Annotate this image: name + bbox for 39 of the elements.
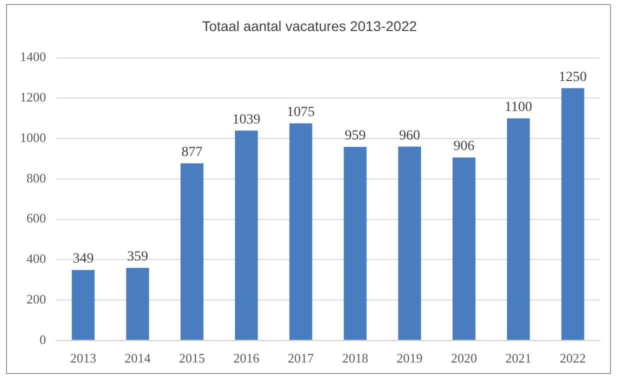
- x-tick-label: 2017: [288, 350, 314, 366]
- y-tick-label: 200: [26, 291, 46, 306]
- y-tick-label: 800: [26, 170, 46, 186]
- bar: [126, 268, 150, 340]
- x-tick-label: 2015: [179, 350, 205, 366]
- x-tick-label: 2014: [124, 350, 152, 366]
- bar: [561, 88, 584, 340]
- data-label: 877: [182, 145, 202, 160]
- x-tick-label: 2018: [342, 350, 368, 366]
- chart-title: Totaal aantal vacatures 2013-2022: [201, 18, 418, 34]
- y-tick-label: 1000: [20, 130, 46, 145]
- bar: [180, 163, 204, 340]
- bar: [452, 158, 476, 340]
- data-label: 359: [127, 250, 148, 265]
- y-tick-label: 0: [40, 332, 46, 347]
- data-label: 959: [344, 128, 366, 144]
- x-tick-label: 2021: [505, 350, 532, 366]
- x-tick-label: 2022: [560, 350, 586, 366]
- data-label: 960: [399, 128, 420, 144]
- x-tick-label: 2020: [451, 350, 477, 366]
- y-tick-label: 1200: [20, 90, 46, 105]
- data-label: 906: [454, 139, 474, 154]
- bar: [344, 146, 367, 340]
- y-tick-label: 600: [26, 210, 46, 226]
- bar: [289, 123, 312, 340]
- data-label: 349: [72, 252, 94, 267]
- x-tick-label: 2019: [396, 350, 423, 366]
- data-label: 1100: [504, 100, 532, 116]
- x-tick-label: 2016: [233, 350, 260, 366]
- bar: [398, 146, 422, 340]
- bar: [234, 130, 258, 340]
- x-tick-label: 2013: [70, 350, 96, 366]
- y-tick-label: 400: [26, 251, 46, 266]
- y-tick-label: 1400: [20, 49, 46, 64]
- data-label: 1075: [286, 105, 315, 120]
- bar: [506, 118, 530, 340]
- bar: [72, 270, 95, 340]
- data-label: 1039: [232, 112, 260, 128]
- data-label: 1250: [558, 70, 587, 85]
